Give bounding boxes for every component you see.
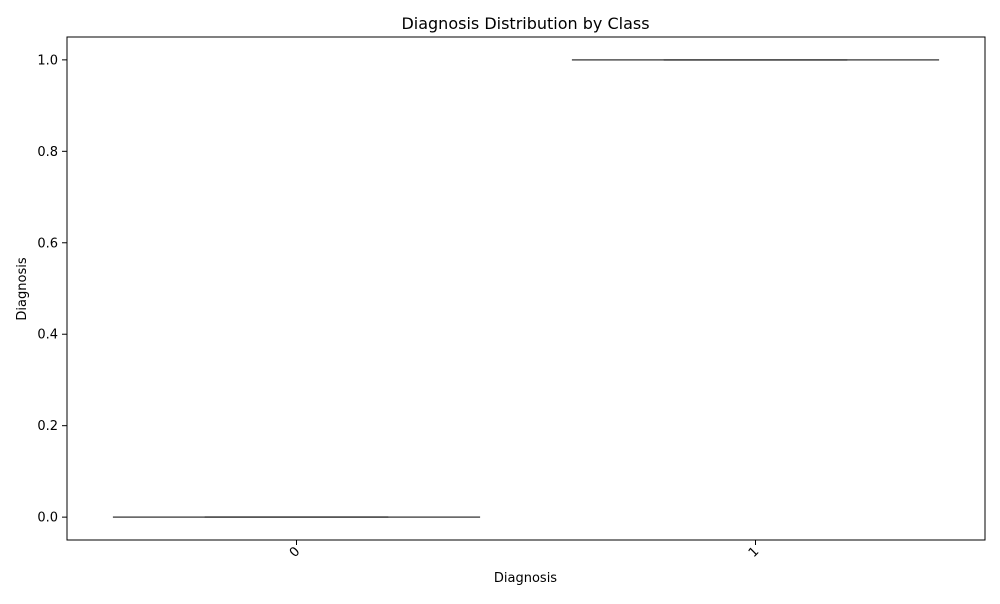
y-tick-label: 1.0 (37, 53, 58, 68)
x-tick-label: 0 (287, 544, 303, 560)
y-tick-label: 0.6 (37, 236, 58, 251)
chart-title: Diagnosis Distribution by Class (401, 14, 649, 33)
box-series (112, 59, 940, 518)
y-tick-label: 0.2 (37, 419, 58, 434)
x-axis-label: Diagnosis (494, 571, 557, 586)
y-tick-label: 0.0 (37, 511, 58, 526)
y-axis-label: Diagnosis (15, 257, 30, 320)
y-tick-label: 0.8 (37, 145, 58, 160)
y-axis: 0.0 0.2 0.4 0.6 0.8 1.0 (37, 53, 67, 526)
plot-area-frame (66, 36, 986, 541)
x-tick-label: 1 (746, 544, 762, 560)
y-tick-label: 0.4 (37, 328, 58, 343)
